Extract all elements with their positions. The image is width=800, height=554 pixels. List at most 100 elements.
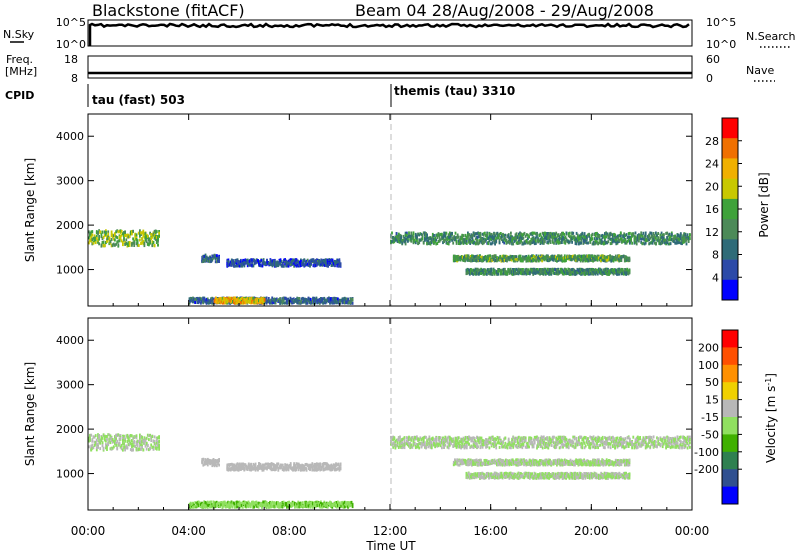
scatter-cell — [505, 238, 508, 242]
scatter-cell — [311, 301, 313, 304]
scatter-cell — [570, 271, 573, 274]
scatter-cell — [569, 271, 572, 275]
scatter-cell — [97, 433, 99, 437]
scatter-cell — [471, 234, 474, 238]
scatter-cell — [490, 242, 493, 246]
scatter-cell — [274, 465, 276, 469]
scatter-cell — [234, 296, 236, 300]
scatter-cell — [602, 235, 605, 238]
scatter-cell — [612, 272, 615, 276]
scatter-cell — [482, 258, 485, 262]
scatter-cell — [313, 261, 316, 265]
scatter-cell — [558, 236, 561, 240]
scatter-cell — [608, 257, 610, 261]
scatter-cell — [226, 466, 229, 470]
scatter-cell — [329, 301, 331, 305]
scatter-cell — [416, 236, 418, 240]
scatter-cell — [349, 301, 352, 305]
scatter-cell — [208, 257, 210, 261]
scatter-cell — [465, 241, 468, 245]
scatter-cell — [305, 299, 308, 303]
scatter-cell — [98, 242, 100, 246]
scatter-cell — [206, 301, 209, 305]
scatter-cell — [575, 231, 578, 235]
scatter-cell — [155, 446, 158, 450]
scatter-cell — [410, 234, 413, 238]
scatter-cell — [325, 300, 328, 304]
scatter-cell — [229, 467, 232, 471]
scatter-cell — [237, 259, 240, 263]
scatter-cell — [518, 268, 521, 272]
scatter-cell — [534, 256, 537, 259]
scatter-cell — [483, 269, 486, 273]
scatter-cell — [260, 264, 263, 268]
scatter-cell — [120, 447, 123, 451]
scatter-cell — [253, 467, 256, 471]
scatter-cell — [491, 234, 494, 238]
scatter-cell — [522, 242, 525, 246]
scatter-cell — [338, 301, 340, 305]
scatter-cell — [126, 435, 129, 439]
scatter-cell — [90, 230, 93, 234]
scatter-cell — [457, 235, 460, 239]
scatter-cell — [544, 233, 546, 237]
scatter-cell — [486, 232, 489, 236]
scatter-cell — [588, 256, 591, 260]
scatter-cell — [107, 232, 110, 236]
scatter-cell — [615, 236, 618, 240]
scatter-cell — [98, 434, 100, 437]
scatter-cell — [627, 238, 630, 242]
scatter-cell — [464, 254, 466, 258]
scatter-cell — [214, 460, 217, 464]
scatter-cell — [135, 436, 138, 440]
scatter-cell — [521, 241, 524, 245]
scatter-cell — [272, 260, 275, 264]
scatter-cell — [493, 232, 495, 236]
scatter-cell — [105, 435, 107, 439]
scatter-cell — [395, 238, 398, 242]
scatter-cell — [492, 271, 495, 274]
scatter-cell — [126, 242, 129, 246]
scatter-cell — [117, 239, 120, 243]
scatter-cell — [139, 232, 141, 236]
scatter-cell — [286, 264, 289, 268]
scatter-cell — [579, 258, 582, 262]
scatter-cell — [607, 272, 609, 275]
scatter-cell — [298, 301, 301, 305]
scatter-cell — [479, 231, 482, 235]
scatter-cell — [286, 298, 288, 302]
scatter-cell — [272, 263, 275, 267]
scatter-cell — [445, 237, 448, 241]
scatter-cell — [504, 233, 507, 237]
scatter-cell — [205, 257, 208, 261]
scatter-cell — [490, 257, 493, 261]
scatter-cell — [577, 256, 580, 260]
scatter-cell — [396, 238, 399, 242]
scatter-cell — [445, 231, 448, 235]
scatter-cell — [424, 231, 426, 235]
scatter-cell — [246, 297, 249, 300]
scatter-cell — [267, 465, 269, 469]
scatter-cell — [493, 272, 496, 275]
scatter-cell — [442, 241, 444, 245]
scatter-cell — [437, 233, 440, 237]
scatter-cell — [206, 463, 209, 467]
scatter-cell — [593, 237, 596, 241]
scatter-cell — [431, 235, 434, 239]
scatter-cell — [216, 464, 218, 468]
scatter-cell — [281, 261, 284, 265]
scatter-cell — [518, 271, 521, 275]
scatter-cell — [157, 243, 159, 247]
scatter-cell — [100, 243, 103, 247]
scatter-cell — [653, 236, 656, 240]
scatter-cell — [207, 299, 210, 303]
scatter-cell — [494, 238, 496, 242]
scatter-cell — [549, 257, 551, 261]
scatter-cell — [582, 240, 585, 244]
scatter-cell — [667, 233, 670, 237]
scatter-cell — [420, 237, 423, 241]
scatter-cell — [258, 464, 260, 468]
scatter-cell — [282, 296, 285, 300]
scatter-cell — [137, 231, 140, 235]
